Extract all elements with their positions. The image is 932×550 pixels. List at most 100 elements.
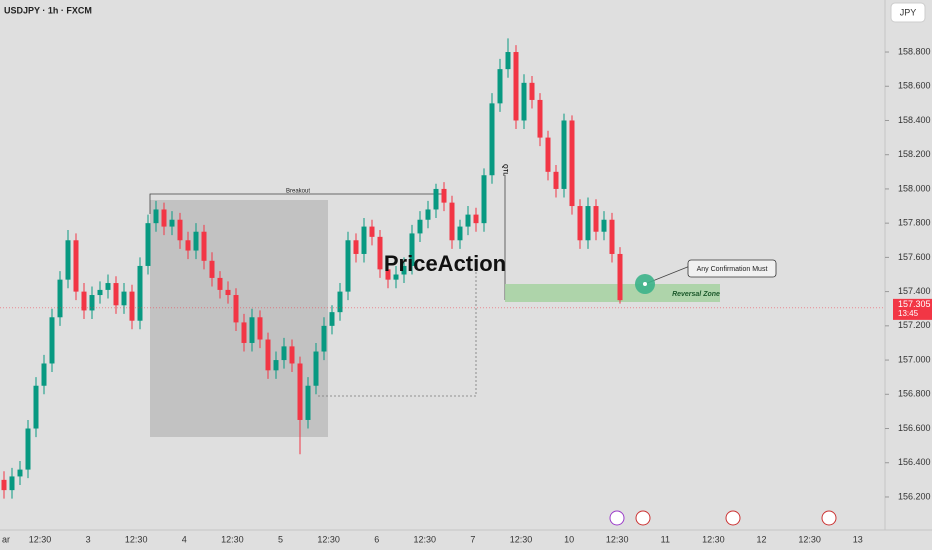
- candle-body: [513, 52, 519, 121]
- y-tick-label: 158.200: [898, 149, 931, 159]
- note-label: Any Confirmation Must: [697, 266, 768, 273]
- candle-body: [193, 231, 199, 251]
- candle-body: [417, 219, 423, 234]
- candle-body: [145, 223, 151, 266]
- brand-label: PriceAction: [384, 251, 506, 276]
- event-icon[interactable]: [725, 510, 741, 526]
- candle-body: [345, 240, 351, 292]
- candle-body: [241, 322, 247, 343]
- candle-body: [17, 469, 23, 477]
- y-tick-label: 158.400: [898, 115, 931, 125]
- x-tick-label: 12:30: [702, 534, 725, 544]
- candle-body: [457, 226, 463, 241]
- candle-body: [369, 226, 375, 237]
- dotted-path: [318, 268, 477, 397]
- candle-body: [249, 317, 255, 343]
- event-icon[interactable]: [821, 510, 837, 526]
- x-tick-label: 12:30: [317, 534, 340, 544]
- candle-body: [201, 231, 207, 261]
- candle-body: [401, 265, 407, 275]
- candle-body: [529, 82, 535, 100]
- candle-body: [473, 214, 479, 224]
- candle-body: [561, 120, 567, 189]
- candle-body: [113, 283, 119, 306]
- y-tick-label: 156.800: [898, 389, 931, 399]
- candle-body: [425, 209, 431, 220]
- candle-body: [569, 120, 575, 207]
- currency-button[interactable]: [890, 2, 926, 23]
- last-price-label: 157.305: [898, 299, 931, 309]
- candle-body: [81, 291, 87, 311]
- labels: Breakout PriceAction QTL Any Confirmatio…: [4, 5, 767, 297]
- zone-label: Reversal Zone: [672, 291, 720, 298]
- candle-body: [361, 226, 367, 254]
- x-tick-label: 12:30: [798, 534, 821, 544]
- y-tick-label: 158.600: [898, 81, 931, 91]
- candle-body: [9, 476, 15, 491]
- y-tick-label: 158.000: [898, 183, 931, 193]
- candle-body: [289, 346, 295, 364]
- candle-body: [73, 240, 79, 292]
- candle-body: [233, 295, 239, 323]
- candle-body: [305, 385, 311, 420]
- candle-body: [153, 209, 159, 224]
- x-tick-label: 4: [182, 534, 187, 544]
- candle-body: [505, 52, 511, 70]
- x-tick-label: 12:30: [510, 534, 533, 544]
- candle-body: [97, 289, 103, 296]
- candle-body: [329, 312, 335, 326]
- candles: [1, 38, 623, 499]
- candle-body: [217, 277, 223, 290]
- x-tick-label: 5: [278, 534, 283, 544]
- candle-body: [609, 219, 615, 254]
- y-tick-label: 158.800: [898, 46, 931, 56]
- note-box: [687, 259, 777, 278]
- breakout-label: Breakout: [286, 189, 310, 195]
- x-tick-label: 12: [756, 534, 766, 544]
- candle-body: [497, 69, 503, 104]
- candle-body: [481, 175, 487, 224]
- event-icon[interactable]: [609, 510, 625, 526]
- marker-dot: [643, 282, 647, 286]
- candle-body: [121, 291, 127, 306]
- candle-body: [41, 363, 47, 386]
- last-price-box: [893, 298, 932, 320]
- candle-body: [441, 188, 447, 203]
- y-tick-label: 157.200: [898, 320, 931, 330]
- candle-body: [385, 269, 391, 280]
- candle-body: [185, 240, 191, 251]
- event-icon[interactable]: [635, 510, 651, 526]
- y-tick-label: 157.800: [898, 218, 931, 228]
- candle-body: [433, 188, 439, 210]
- candle-body: [89, 295, 95, 311]
- candle-body: [33, 385, 39, 429]
- x-tick-label: 12:30: [606, 534, 629, 544]
- candle-body: [377, 236, 383, 270]
- candle-body: [521, 82, 527, 121]
- candle-body: [257, 317, 263, 340]
- x-tick-label: 13: [853, 534, 863, 544]
- candle-body: [553, 171, 559, 189]
- candle-body: [489, 103, 495, 176]
- y-tick-label: 156.400: [898, 457, 931, 467]
- x-tick-label: 3: [86, 534, 91, 544]
- candle-body: [225, 289, 231, 296]
- candle-body: [209, 260, 215, 278]
- candle-body: [177, 219, 183, 241]
- candle-body: [593, 206, 599, 232]
- candle-body: [617, 253, 623, 301]
- candle-body: [273, 360, 279, 371]
- y-tick-label: 157.000: [898, 354, 931, 364]
- currency-label[interactable]: JPY: [900, 7, 917, 17]
- y-tick-label: 156.600: [898, 423, 931, 433]
- candle-body: [585, 206, 591, 241]
- candle-body: [545, 137, 551, 172]
- x-tick-label: 12:30: [29, 534, 52, 544]
- candle-body: [281, 346, 287, 361]
- candle-body: [393, 274, 399, 280]
- x-tick-label: 7: [470, 534, 475, 544]
- candle-body: [161, 209, 167, 227]
- candle-body: [129, 291, 135, 321]
